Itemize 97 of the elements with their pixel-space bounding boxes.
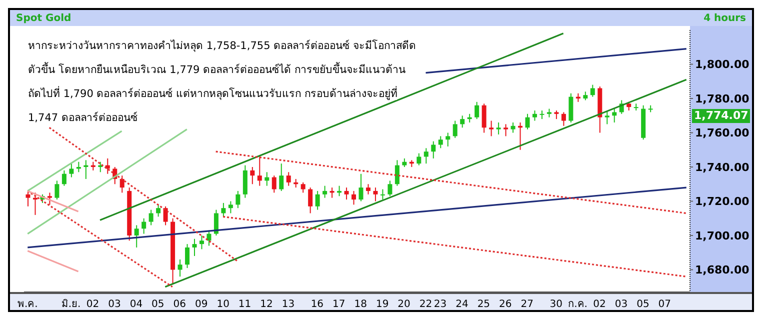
x-tick-label: 02	[593, 299, 606, 310]
x-tick-label: 11	[238, 299, 252, 310]
candlestick	[54, 180, 60, 200]
x-tick-label: 22	[419, 299, 432, 310]
candlestick	[148, 209, 154, 226]
candlestick	[315, 190, 320, 210]
candlestick	[604, 110, 610, 125]
candlestick	[26, 190, 30, 207]
candlestick	[373, 187, 378, 202]
x-tick-label: 23	[434, 299, 447, 310]
candlestick	[62, 170, 66, 186]
x-tick-label: 20	[398, 299, 410, 310]
candlestick	[532, 110, 537, 122]
candlestick	[134, 224, 139, 248]
x-tick-label: 25	[477, 299, 490, 310]
candlestick	[380, 188, 385, 200]
x-tick-label: 03	[108, 299, 121, 310]
x-tick-label: 17	[332, 299, 346, 310]
candlestick	[424, 148, 428, 164]
x-tick-label: 18	[354, 299, 367, 310]
candlestick	[446, 132, 450, 147]
candlestick	[366, 184, 370, 195]
candlestick	[272, 175, 276, 194]
candlestick	[474, 101, 480, 120]
y-tick-label: 1,760.00	[695, 126, 750, 140]
x-tick-label: 03	[614, 299, 628, 310]
candlestick	[590, 84, 595, 98]
candlestick	[431, 140, 436, 159]
x-tick-label: 30	[550, 299, 562, 310]
candlestick	[242, 164, 248, 198]
candlestick	[214, 209, 218, 236]
x-tick-label: 19	[376, 299, 389, 310]
candlestick	[279, 163, 284, 192]
candlestick	[460, 115, 465, 128]
candlestick	[438, 136, 443, 149]
candlestick	[156, 204, 161, 218]
x-tick-label: 13	[282, 299, 295, 310]
text: 1,774.07	[692, 109, 750, 124]
x-tick-label: 16	[310, 299, 324, 310]
x-tick-label: 02	[86, 299, 100, 310]
y-tick-label: 1,680.00	[695, 264, 750, 277]
candlestick	[308, 187, 313, 214]
candlestick	[185, 244, 190, 269]
y-tick-label: 1,740.00	[695, 160, 750, 174]
candlestick	[352, 190, 356, 206]
x-tick-label: 06	[173, 299, 186, 310]
candlestick	[250, 166, 255, 185]
candlestick	[221, 202, 226, 218]
x-tick-label: มิ.ย.	[61, 299, 81, 310]
candlestick	[199, 234, 204, 250]
candlestick	[568, 92, 574, 123]
candlestick	[394, 160, 400, 186]
candlestick	[300, 182, 306, 194]
candlestick	[510, 122, 516, 134]
candlestick	[452, 120, 458, 138]
candlestick	[257, 156, 262, 186]
x-tick-label: 27	[520, 299, 534, 310]
candlestick	[416, 152, 422, 166]
candlestick	[163, 206, 168, 226]
candlestick	[482, 103, 486, 134]
candlestick	[228, 200, 233, 214]
x-tick-label: 07	[658, 299, 672, 310]
y-tick-label: 1,700.00	[695, 229, 750, 242]
x-tick-label: 09	[194, 299, 208, 310]
x-tick-label: 10	[216, 299, 230, 310]
candlestick	[47, 192, 52, 206]
candlestick	[525, 113, 530, 130]
candlestick	[612, 108, 617, 123]
candlestick	[344, 187, 349, 200]
chart-title: Spot Gold	[16, 12, 72, 24]
x-tick-label: 05	[152, 299, 164, 310]
x-tick-label: 04	[130, 299, 143, 310]
candlestick	[142, 218, 146, 234]
candlestick	[236, 190, 240, 209]
candlestick	[192, 238, 197, 257]
annotation: หากระหว่างวันหากราคาทองคำไม่หลุด 1,758-1,755 ดอลลาร์ต่อออนซ์ จะมีโอกาสดีด ตัวขึ้น โดยหากยืนเหนือบริเวณ 1,779 ดอลลาร์ต่อออนซ์ได้ การขยับขึ้นจะมีแนวต้าน ถัดไปที่ 1,790 ดอลลาร์ต่อออนซ์ แต่หากหลุดโซนแนวรับแรก กรอบด้านล่างจะอยู่ที่ 1,747 ดอลลาร์ต่อออนซ์	[28, 40, 416, 124]
text: 4 hours	[704, 12, 746, 24]
y-tick-label: 1,800.00	[695, 58, 750, 72]
x-tick-label: 12	[260, 299, 273, 310]
candlestick	[358, 173, 364, 202]
candlestick	[322, 185, 328, 198]
candlestick	[504, 124, 508, 137]
x-tick-label: 26	[499, 299, 512, 310]
candlestick	[69, 163, 74, 178]
x-tick-label: 05	[636, 299, 650, 310]
x-tick-label: ก.ค.	[568, 299, 588, 310]
candlestick	[120, 175, 124, 194]
y-tick-label: 1,780.00	[695, 92, 750, 106]
candlestick	[178, 258, 182, 278]
candlestick	[496, 122, 501, 135]
candlestick	[561, 112, 566, 126]
x-tick-label: พ.ค.	[17, 299, 38, 310]
y-tick-label: 1,720.00	[695, 195, 750, 208]
candlestick	[286, 172, 291, 186]
candlestick	[489, 120, 494, 137]
x-tick-label: 24	[456, 299, 468, 310]
candlestick	[388, 180, 392, 197]
